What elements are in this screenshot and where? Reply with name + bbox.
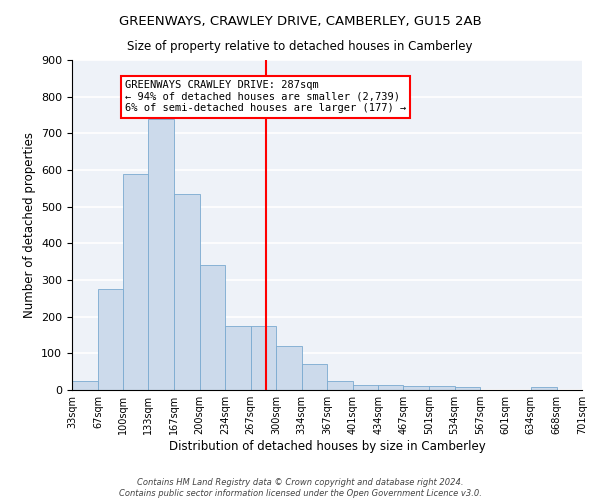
Bar <box>251 326 276 390</box>
Bar <box>123 174 148 390</box>
Bar <box>302 364 327 390</box>
Text: Contains HM Land Registry data © Crown copyright and database right 2024.
Contai: Contains HM Land Registry data © Crown c… <box>119 478 481 498</box>
Bar <box>430 386 455 390</box>
Bar <box>276 346 302 390</box>
X-axis label: Distribution of detached houses by size in Camberley: Distribution of detached houses by size … <box>169 440 485 453</box>
Y-axis label: Number of detached properties: Number of detached properties <box>23 132 35 318</box>
Bar <box>327 381 353 390</box>
Text: GREENWAYS CRAWLEY DRIVE: 287sqm
← 94% of detached houses are smaller (2,739)
6% : GREENWAYS CRAWLEY DRIVE: 287sqm ← 94% of… <box>125 80 406 114</box>
Bar <box>98 289 123 390</box>
Text: Size of property relative to detached houses in Camberley: Size of property relative to detached ho… <box>127 40 473 53</box>
Bar <box>531 387 557 390</box>
Bar <box>353 384 378 390</box>
Bar <box>148 118 175 390</box>
Bar <box>378 384 403 390</box>
Bar <box>199 266 226 390</box>
Text: GREENWAYS, CRAWLEY DRIVE, CAMBERLEY, GU15 2AB: GREENWAYS, CRAWLEY DRIVE, CAMBERLEY, GU1… <box>119 15 481 28</box>
Bar <box>455 387 479 390</box>
Bar <box>72 381 98 390</box>
Bar <box>403 386 430 390</box>
Bar <box>226 326 251 390</box>
Bar <box>175 194 200 390</box>
